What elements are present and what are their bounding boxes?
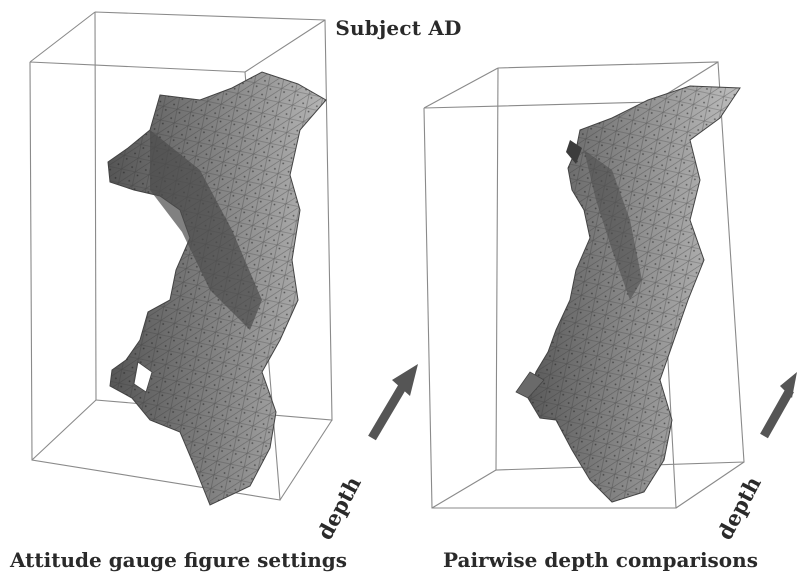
left-depth-arrow	[368, 364, 418, 441]
left-caption: Attitude gauge figure settings	[10, 548, 347, 572]
right-depth-arrow	[760, 372, 797, 439]
right-bounding-box	[423, 61, 745, 509]
left-surface	[107, 71, 327, 506]
left-panel	[29, 11, 418, 506]
figure-title: Subject AD	[335, 16, 462, 40]
right-surface	[515, 85, 741, 503]
right-caption: Pairwise depth comparisons	[443, 548, 758, 572]
right-panel	[423, 61, 797, 509]
left-bounding-box	[29, 11, 333, 501]
